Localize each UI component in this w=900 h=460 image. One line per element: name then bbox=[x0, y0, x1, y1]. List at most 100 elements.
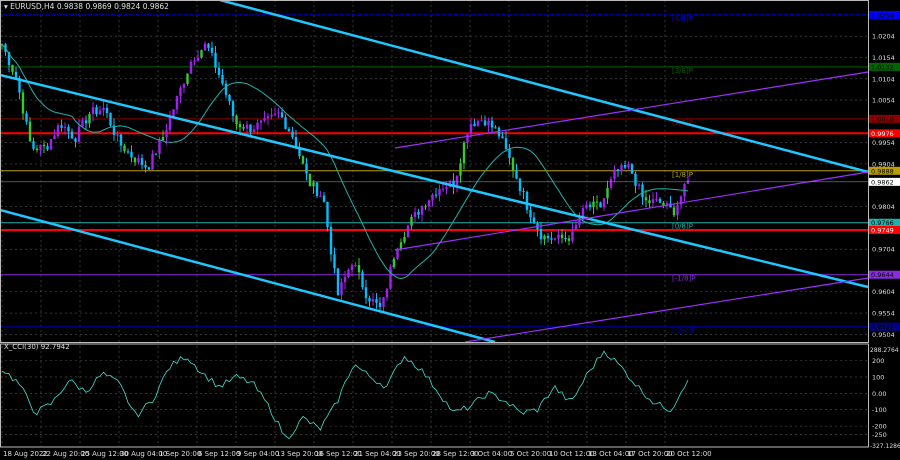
cci-tick-label: -250 bbox=[872, 431, 887, 439]
bear-candle bbox=[11, 64, 14, 72]
price-tick-label: 0.9954 bbox=[872, 139, 895, 147]
bear-candle bbox=[214, 52, 217, 68]
bear-candle bbox=[238, 124, 242, 128]
bull-candle bbox=[396, 248, 399, 259]
bear-candle bbox=[28, 121, 32, 142]
bear-candle bbox=[224, 83, 228, 95]
bull-candle bbox=[420, 206, 424, 215]
bear-candle bbox=[294, 137, 298, 148]
bull-candle bbox=[557, 234, 560, 239]
bear-candle bbox=[133, 157, 137, 163]
bull-candle bbox=[273, 113, 277, 115]
bull-candle bbox=[487, 120, 490, 126]
bull-candle bbox=[256, 122, 259, 130]
murray-level-label: [4/8]P bbox=[672, 15, 693, 23]
bear-candle bbox=[287, 128, 291, 132]
bull-candle bbox=[88, 114, 91, 124]
price-tick-label: 1.0204 bbox=[872, 33, 895, 41]
bull-candle bbox=[466, 134, 469, 143]
bear-candle bbox=[560, 234, 564, 238]
bull-candle bbox=[676, 204, 679, 216]
time-tick-label: 25 Aug 12:00 bbox=[81, 450, 128, 458]
bear-candle bbox=[417, 212, 420, 215]
bear-candle bbox=[483, 120, 487, 126]
bull-candle bbox=[371, 299, 375, 302]
bull-candle bbox=[259, 120, 263, 123]
chart-title: ▾ EURUSD,H4 0.9838 0.9869 0.9824 0.9862 bbox=[4, 2, 169, 11]
bear-candle bbox=[7, 51, 11, 65]
time-tick-label: 30 Aug 04:00 bbox=[120, 450, 167, 458]
price-tick-label: 0.9504 bbox=[872, 331, 895, 339]
bear-candle bbox=[298, 147, 301, 157]
bull-candle bbox=[665, 203, 669, 206]
bull-candle bbox=[49, 138, 53, 150]
bull-candle bbox=[392, 258, 396, 268]
bear-candle bbox=[648, 200, 651, 204]
price-tick-label: 0.9554 bbox=[872, 310, 895, 318]
bear-candle bbox=[60, 125, 63, 128]
bear-candle bbox=[315, 182, 319, 196]
bull-candle bbox=[53, 135, 56, 139]
murray-price-tag bbox=[869, 10, 900, 19]
time-tick-label: 13 Sep 20:00 bbox=[276, 450, 323, 458]
bear-candle bbox=[25, 113, 28, 122]
time-tick-label: 22 Aug 20:00 bbox=[42, 450, 89, 458]
time-tick-label: 23 Sep 20:00 bbox=[393, 450, 440, 458]
murray-level-label: [1/8]P bbox=[672, 171, 693, 179]
bull-candle bbox=[343, 276, 347, 283]
cci-max-label: 288.2764 bbox=[870, 347, 899, 354]
current-price-tag bbox=[869, 177, 900, 186]
bear-candle bbox=[280, 112, 284, 118]
bear-candle bbox=[242, 127, 245, 129]
bear-candle bbox=[672, 207, 676, 216]
bull-candle bbox=[81, 120, 84, 127]
bear-candle bbox=[147, 167, 151, 170]
collapse-triangle-icon[interactable]: ▾ bbox=[4, 2, 8, 11]
murray-price-tag-text: 0.9644 bbox=[871, 271, 894, 279]
murray-price-tag-text: 1.0254 bbox=[871, 11, 894, 19]
bull-candle bbox=[165, 130, 168, 138]
bull-candle bbox=[98, 110, 102, 115]
time-tick-label: 6 Sep 12:00 bbox=[198, 450, 240, 458]
bear-candle bbox=[525, 191, 529, 210]
bull-candle bbox=[116, 134, 119, 136]
murray-price-tag bbox=[869, 166, 900, 175]
price-tick-label: 0.9804 bbox=[872, 203, 895, 211]
bull-candle bbox=[319, 195, 322, 197]
bull-candle bbox=[161, 137, 165, 141]
murray-price-tag bbox=[869, 322, 900, 331]
bull-candle bbox=[637, 184, 641, 186]
bear-candle bbox=[669, 203, 672, 208]
bull-candle bbox=[410, 216, 413, 226]
bear-candle bbox=[522, 191, 525, 193]
level-price-tag bbox=[869, 129, 900, 138]
bear-candle bbox=[529, 209, 532, 218]
bear-candle bbox=[249, 124, 252, 132]
time-tick-label: 13 Oct 04:00 bbox=[588, 450, 634, 458]
level-price-tag-text: 0.9976 bbox=[871, 130, 894, 138]
cci-pane-frame bbox=[0, 343, 869, 448]
bear-candle bbox=[501, 136, 504, 139]
bull-candle bbox=[469, 123, 473, 135]
bear-candle bbox=[284, 117, 287, 129]
bull-candle bbox=[175, 96, 179, 110]
bull-candle bbox=[606, 187, 609, 199]
bear-candle bbox=[644, 197, 648, 201]
murray-price-tag-text: 0.9888 bbox=[871, 167, 894, 175]
bear-candle bbox=[333, 254, 336, 269]
bull-candle bbox=[445, 187, 448, 189]
time-tick-label: 17 Oct 20:00 bbox=[627, 450, 673, 458]
bear-candle bbox=[207, 43, 210, 48]
cci-indicator-label: X_CCI(30) 92.7942 bbox=[4, 343, 70, 351]
trend-channel-line bbox=[0, 208, 496, 344]
murray-price-tag-text: 1.0010 bbox=[871, 115, 894, 123]
bear-candle bbox=[67, 127, 70, 132]
bear-candle bbox=[434, 194, 438, 196]
ohlc-values: 0.9838 0.9869 0.9824 0.9862 bbox=[56, 2, 169, 11]
bear-candle bbox=[305, 163, 308, 174]
bear-candle bbox=[210, 47, 214, 53]
time-tick-label: 5 Oct 20:00 bbox=[510, 450, 551, 458]
bear-candle bbox=[364, 287, 368, 299]
bull-candle bbox=[252, 129, 256, 132]
